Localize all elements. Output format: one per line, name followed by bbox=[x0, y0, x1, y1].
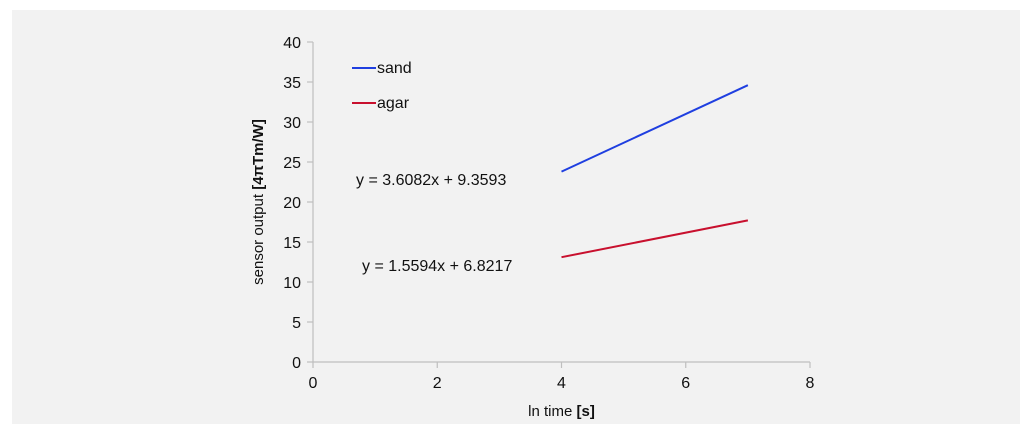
equation-label-sand: y = 3.6082x + 9.3593 bbox=[356, 172, 506, 189]
x-ticks: 0 2 4 6 8 bbox=[309, 362, 815, 392]
legend-label-sand: sand bbox=[377, 60, 412, 77]
y-axis-title: sensor output [4πTm/W] bbox=[250, 119, 267, 285]
x-axis-title: ln time [s] bbox=[528, 403, 595, 420]
y-tick-label: 20 bbox=[283, 195, 301, 212]
y-tick-label: 15 bbox=[283, 235, 301, 252]
x-tick-label: 4 bbox=[557, 375, 566, 392]
legend-label-agar: agar bbox=[377, 95, 410, 112]
x-tick-label: 0 bbox=[309, 375, 318, 392]
equation-annotations: y = 3.6082x + 9.3593 y = 1.5594x + 6.8217 bbox=[356, 172, 512, 275]
x-axis-title-unit: [s] bbox=[577, 403, 595, 420]
legend: sand agar bbox=[352, 60, 412, 112]
y-tick-label: 0 bbox=[292, 355, 301, 372]
x-tick-label: 8 bbox=[806, 375, 815, 392]
y-tick-label: 30 bbox=[283, 115, 301, 132]
series-line-agar bbox=[561, 219, 749, 259]
y-tick-label: 40 bbox=[283, 35, 301, 52]
y-ticks: 0 5 10 15 20 25 30 35 40 bbox=[283, 35, 313, 372]
series-line-sand bbox=[561, 84, 749, 173]
y-axis-title-text: sensor output bbox=[250, 190, 267, 285]
x-tick-label: 2 bbox=[433, 375, 442, 392]
y-axis-title-unit: [4πTm/W] bbox=[250, 119, 267, 190]
x-tick-label: 6 bbox=[681, 375, 690, 392]
x-axis-title-text: ln time bbox=[528, 403, 576, 420]
series-lines bbox=[561, 84, 749, 259]
y-tick-label: 5 bbox=[292, 315, 301, 332]
y-tick-label: 35 bbox=[283, 75, 301, 92]
equation-label-agar: y = 1.5594x + 6.8217 bbox=[362, 258, 512, 275]
y-tick-label: 10 bbox=[283, 275, 301, 292]
chart-panel bbox=[12, 10, 1020, 424]
y-tick-label: 25 bbox=[283, 155, 301, 172]
